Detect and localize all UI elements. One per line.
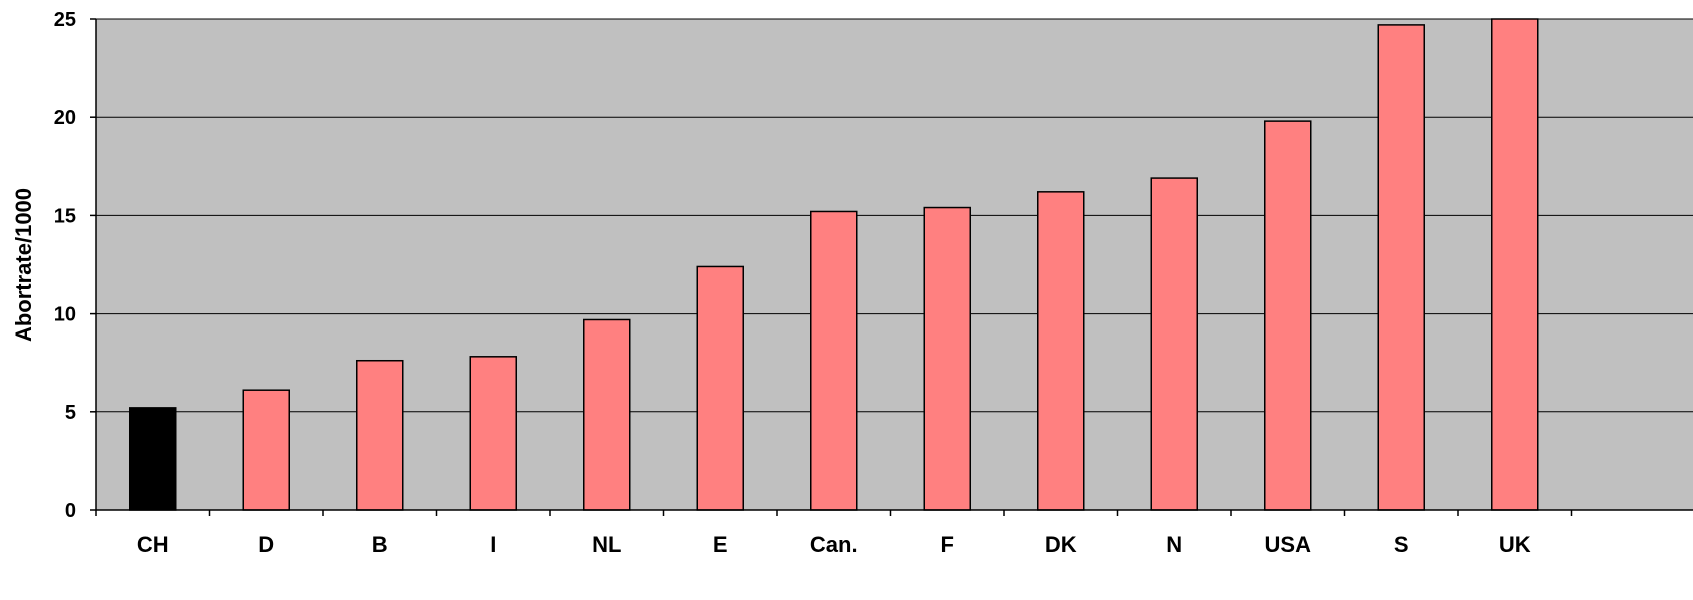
x-tick-label: NL	[592, 532, 621, 557]
x-tick-label: S	[1394, 532, 1409, 557]
bar-ch	[129, 407, 177, 511]
bar-dk	[1037, 191, 1085, 511]
x-tick-label: UK	[1499, 532, 1531, 557]
y-tick-label: 15	[54, 205, 76, 227]
x-tick-label: E	[713, 532, 728, 557]
x-tick-label: N	[1166, 532, 1182, 557]
y-axis-title: Abortrate/1000	[11, 188, 36, 342]
x-tick-label: DK	[1045, 532, 1077, 557]
x-tick-label: Can.	[810, 532, 858, 557]
x-tick-label: CH	[137, 532, 169, 557]
x-tick-label: B	[372, 532, 388, 557]
bar-n	[1150, 177, 1198, 511]
bar-d	[242, 389, 290, 511]
y-tick-label: 0	[65, 500, 76, 522]
bar-b	[356, 359, 404, 511]
bar-e	[696, 265, 744, 511]
bar-can	[810, 210, 858, 511]
y-tick-label: 20	[54, 107, 76, 129]
bar-f	[923, 206, 971, 511]
bars	[129, 18, 1539, 511]
bar-i	[469, 356, 517, 511]
x-tick-label: USA	[1265, 532, 1312, 557]
bar-uk	[1491, 18, 1539, 511]
x-ticks: CH D B I NL E Can. F DK N USA S UK	[95, 510, 1573, 557]
plot-area	[96, 19, 1693, 510]
y-tick-label: 5	[65, 402, 76, 424]
bar-usa	[1264, 120, 1312, 511]
gridlines	[96, 18, 1693, 413]
bar-s	[1377, 24, 1425, 511]
bar-nl	[583, 318, 631, 511]
x-tick-label: F	[941, 532, 954, 557]
x-tick-label: D	[258, 532, 274, 557]
x-tick-label: I	[490, 532, 496, 557]
y-tick-label: 10	[54, 304, 76, 326]
y-tick-label: 25	[54, 9, 76, 31]
y-ticks: 0 5 10 15 20 25	[54, 9, 96, 522]
